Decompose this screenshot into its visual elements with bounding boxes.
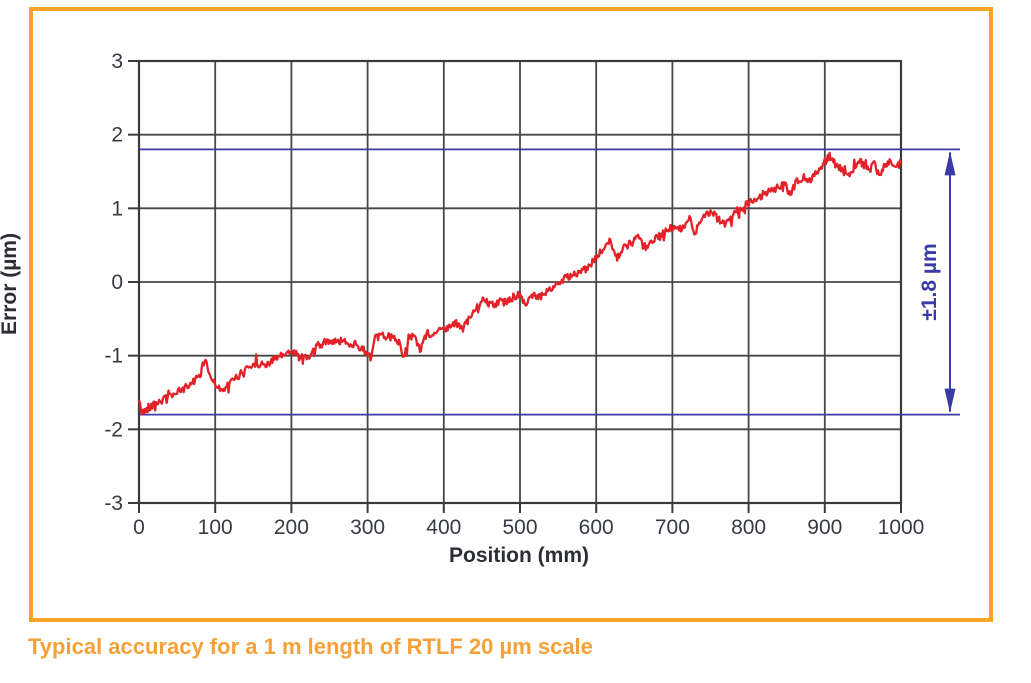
figure-box bbox=[29, 7, 993, 622]
x-axis-title: Position (mm) bbox=[0, 544, 1031, 568]
y-axis-title: Error (µm) bbox=[0, 233, 21, 335]
x-axis-title-text: Position (mm) bbox=[449, 544, 589, 567]
tolerance-label: ±1.8 µm bbox=[918, 243, 941, 321]
figure-caption: Typical accuracy for a 1 m length of RTL… bbox=[28, 634, 593, 659]
